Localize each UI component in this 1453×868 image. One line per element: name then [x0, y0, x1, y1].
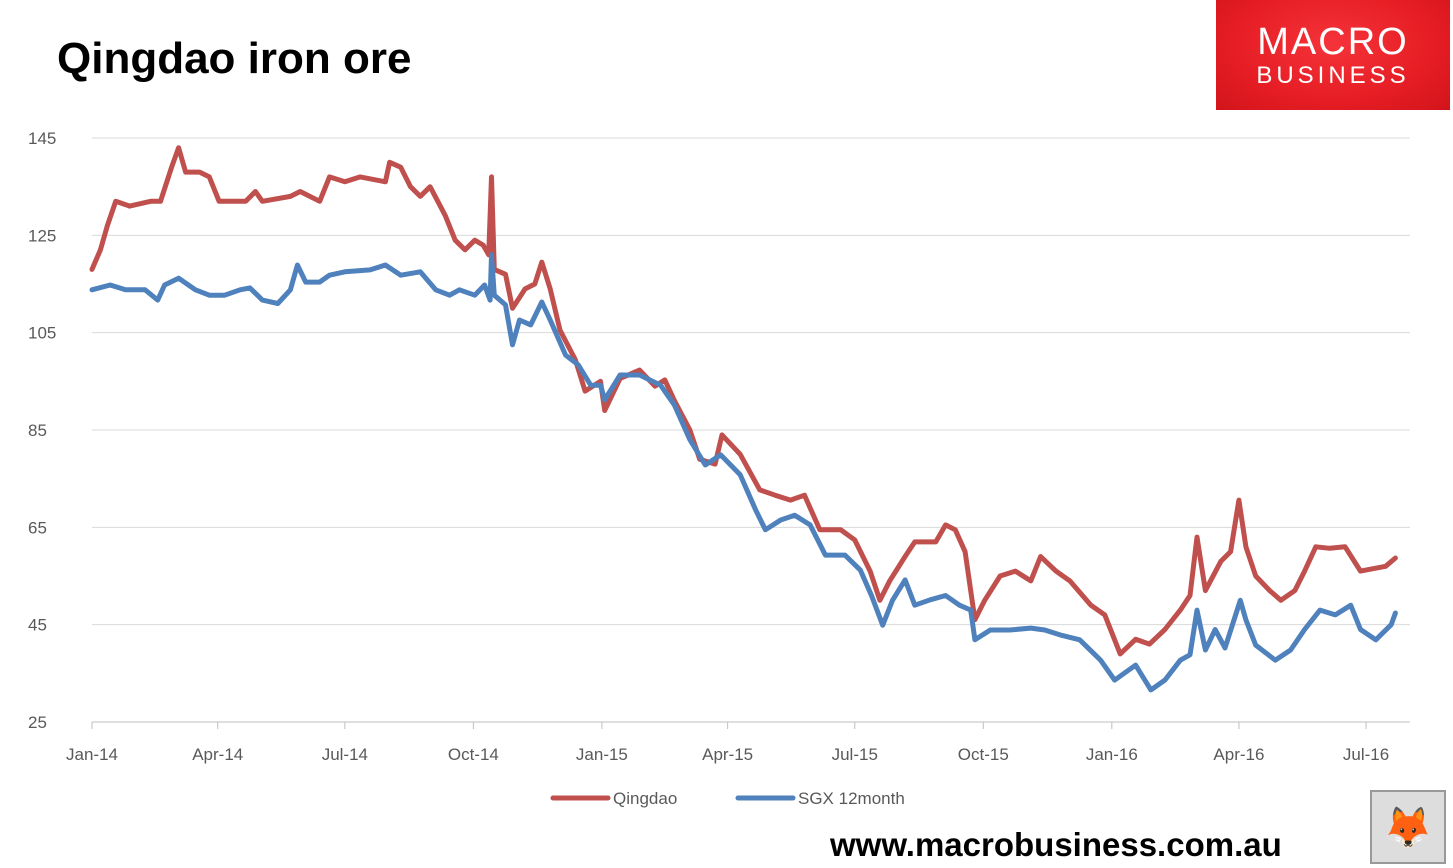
chart-title: Qingdao iron ore: [57, 34, 412, 83]
y-tick-label: 145: [28, 129, 56, 148]
y-tick-label: 105: [28, 324, 56, 343]
legend-label: SGX 12month: [798, 789, 905, 808]
x-tick-label: Jan-16: [1086, 745, 1138, 764]
logo-line-1: MACRO: [1257, 21, 1409, 63]
logo-line-2: BUSINESS: [1256, 62, 1410, 89]
x-tick-label: Oct-15: [958, 745, 1009, 764]
footer-url: www.macrobusiness.com.au: [830, 826, 1282, 863]
series-line-qingdao: [89, 145, 1398, 657]
legend-label: Qingdao: [613, 789, 677, 808]
x-tick-label: Apr-16: [1213, 745, 1264, 764]
y-tick-label: 125: [28, 226, 56, 245]
fox-head-icon: 🦊: [1370, 790, 1446, 864]
x-tick-label: Apr-15: [702, 745, 753, 764]
x-tick-label: Apr-14: [192, 745, 243, 764]
x-tick-label: Oct-14: [448, 745, 499, 764]
y-tick-label: 65: [28, 518, 47, 537]
x-tick-label: Jul-15: [832, 745, 878, 764]
y-tick-label: 25: [28, 713, 47, 732]
y-tick-label: 85: [28, 421, 47, 440]
x-tick-label: Jan-14: [66, 745, 118, 764]
x-tick-label: Jul-16: [1343, 745, 1389, 764]
y-tick-label: 45: [28, 616, 47, 635]
x-tick-label: Jan-15: [576, 745, 628, 764]
x-tick-label: Jul-14: [322, 745, 368, 764]
macrobusiness-logo: MACRO BUSINESS: [1216, 0, 1450, 110]
series-line-sgx-12month: [89, 252, 1398, 693]
